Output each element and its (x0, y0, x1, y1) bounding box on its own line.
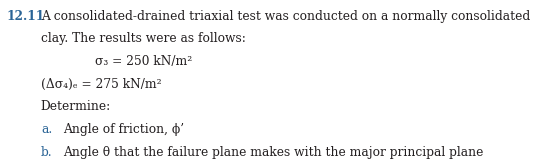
Text: 12.11: 12.11 (7, 10, 45, 23)
Text: a.: a. (41, 123, 52, 136)
Text: clay. The results were as follows:: clay. The results were as follows: (41, 32, 246, 45)
Text: (Δσ₄)ₑ = 275 kN/m²: (Δσ₄)ₑ = 275 kN/m² (41, 78, 161, 91)
Text: A consolidated-drained triaxial test was conducted on a normally consolidated: A consolidated-drained triaxial test was… (41, 10, 530, 23)
Text: σ₃ = 250 kN/m²: σ₃ = 250 kN/m² (95, 55, 192, 68)
Text: Determine:: Determine: (41, 100, 111, 113)
Text: Angle of friction, ϕ’: Angle of friction, ϕ’ (63, 123, 184, 136)
Text: b.: b. (41, 146, 52, 159)
Text: Angle θ that the failure plane makes with the major principal plane: Angle θ that the failure plane makes wit… (63, 146, 483, 159)
